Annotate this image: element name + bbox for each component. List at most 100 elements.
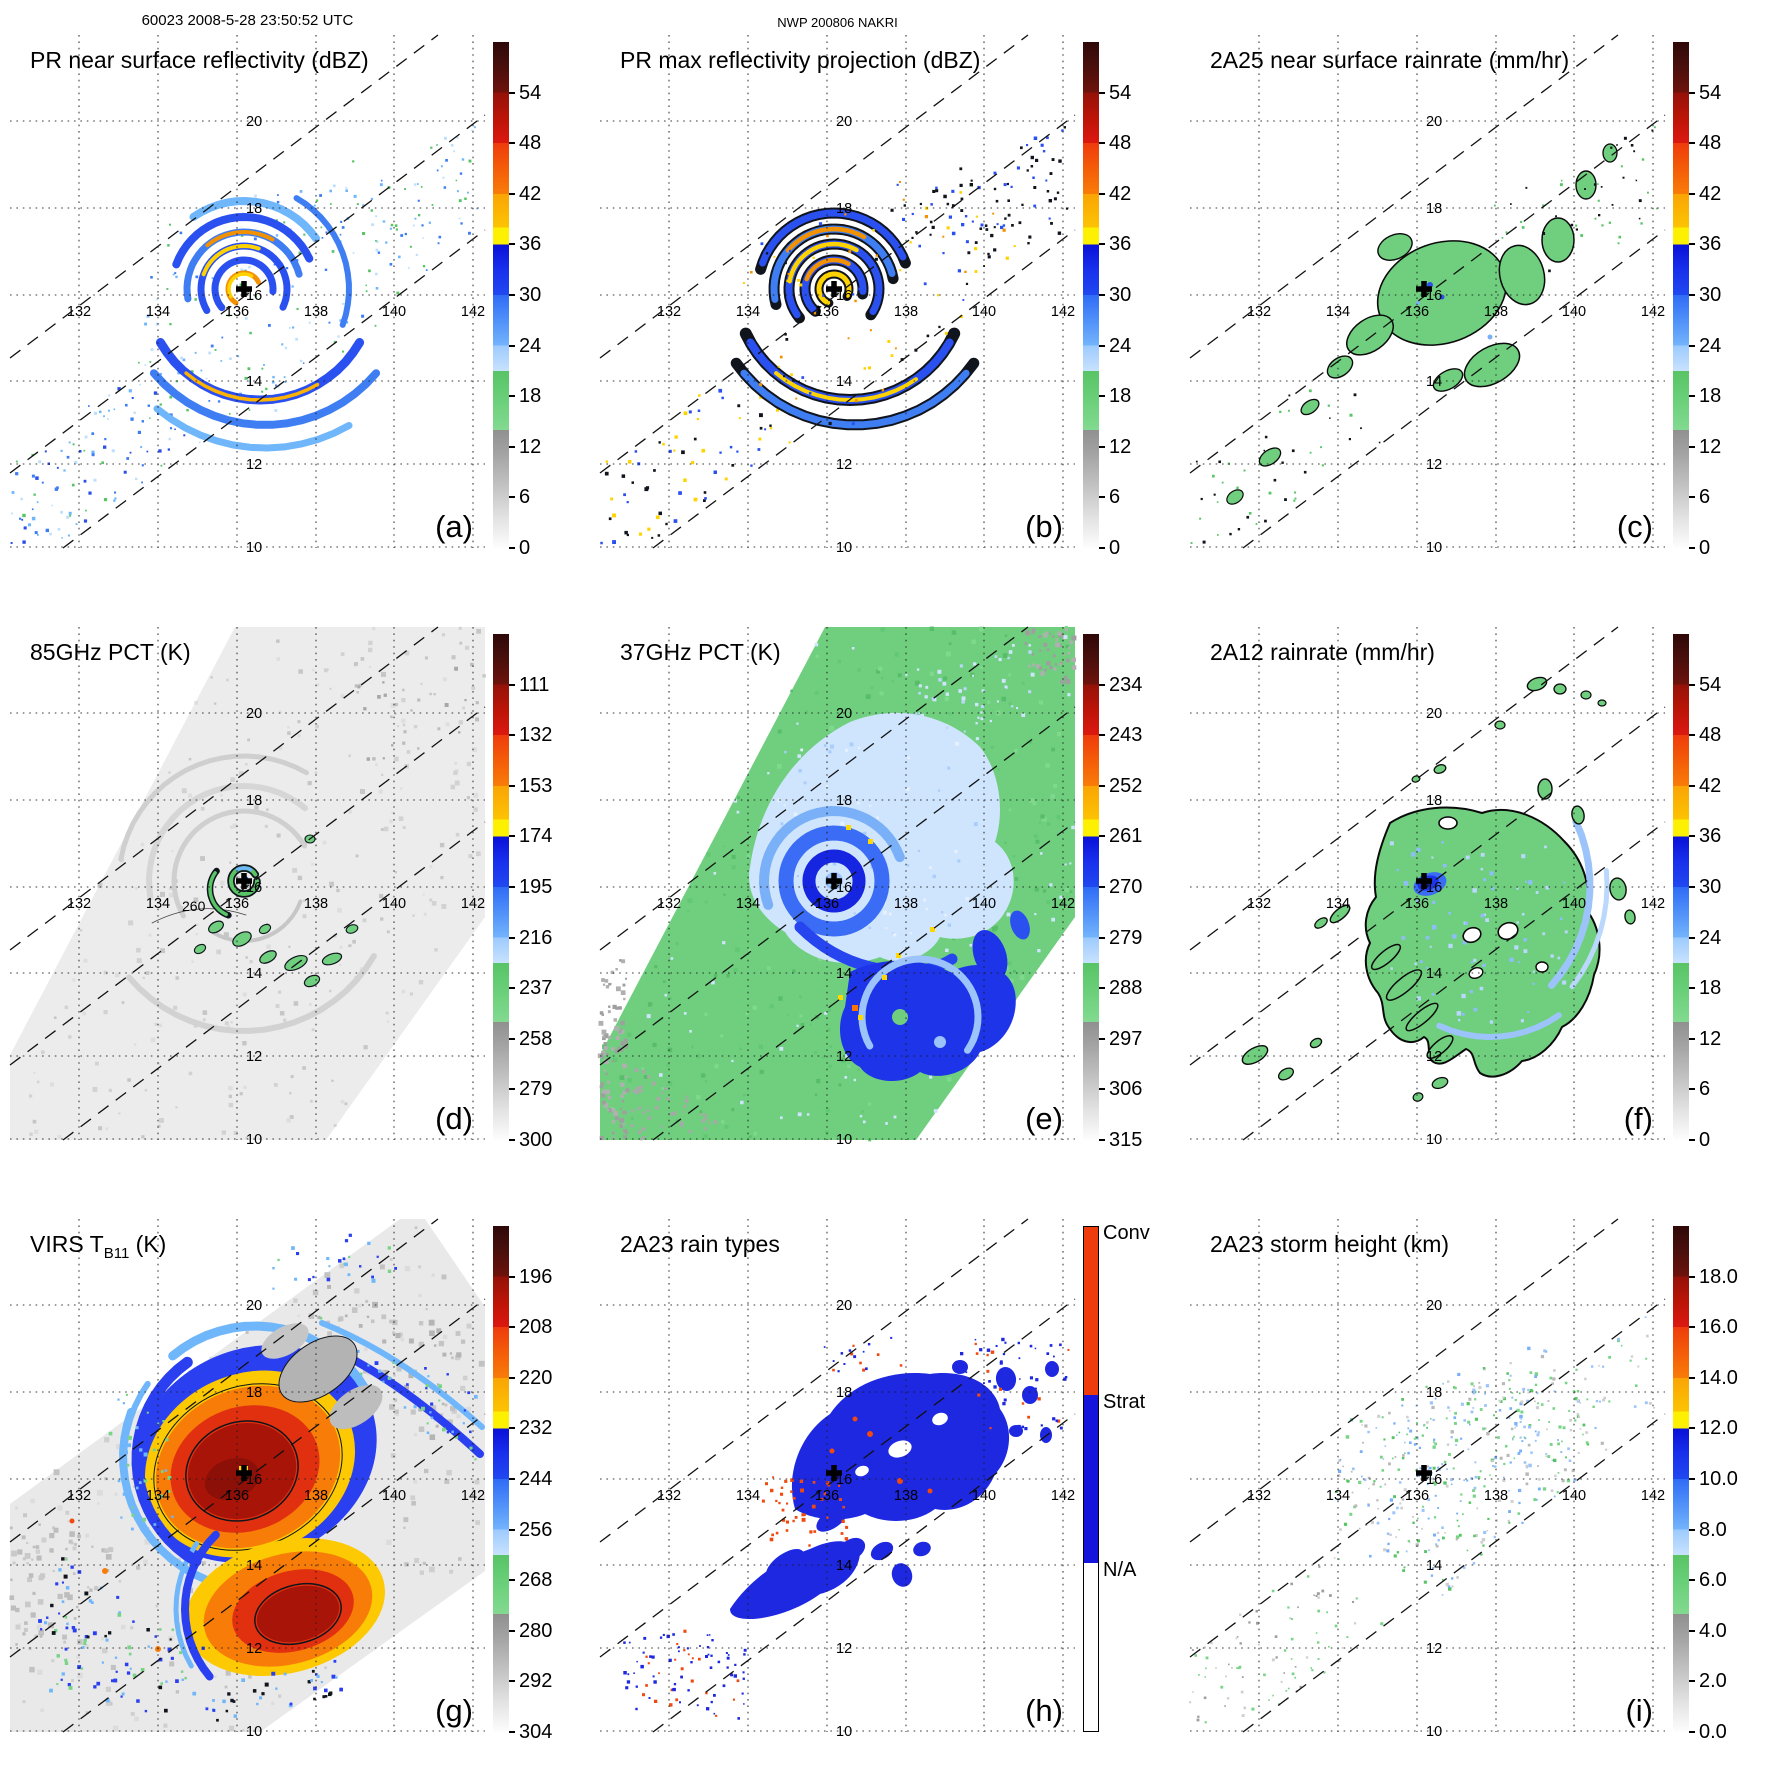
colorbar-tickmark xyxy=(509,987,515,990)
panel-title: PR near surface reflectivity (dBZ) xyxy=(30,47,369,73)
svg-text:142: 142 xyxy=(1641,304,1665,320)
colorbar-tick-label: 0.0 xyxy=(1699,1721,1727,1743)
colorbar-tick-label: 0 xyxy=(519,537,531,559)
colorbar-tick-label: 12 xyxy=(1109,435,1132,458)
colorbar-tickmark xyxy=(509,1376,515,1379)
map-a: 132 134 136 138 140 142 20 18 16 14 12 10 (a) PR near… xyxy=(9,34,486,556)
swath-lines xyxy=(1189,1218,1666,1733)
colorbar-tick-label: 36 xyxy=(519,233,542,256)
panel-letter: (i) xyxy=(1625,1693,1653,1728)
swath-lines xyxy=(599,1218,1076,1733)
map-i: 132 134 136 138 140 142 20 18 16 14 12 10 (i) 2A23 st… xyxy=(1189,1218,1666,1740)
colorbar-tick-label: 252 xyxy=(1109,774,1143,797)
colorbar-tickmark xyxy=(1689,784,1695,787)
colorbar-tickmark xyxy=(1689,243,1695,246)
colorbar-tickmark xyxy=(1689,835,1695,838)
svg-text:12: 12 xyxy=(836,1641,852,1657)
colorbar-gradient-g xyxy=(493,1226,509,1732)
colorbar-tick-label: 18 xyxy=(1699,977,1722,1000)
colorbar-tick-label: 279 xyxy=(519,1078,553,1101)
svg-text:132: 132 xyxy=(657,896,681,912)
colorbar-tickmark xyxy=(1689,1376,1695,1379)
svg-text:140: 140 xyxy=(1562,896,1586,912)
svg-text:132: 132 xyxy=(1247,896,1271,912)
svg-text:18: 18 xyxy=(836,1385,852,1401)
colorbar-tick-label: 6 xyxy=(1699,1078,1711,1101)
svg-text:20: 20 xyxy=(246,114,262,130)
svg-text:10: 10 xyxy=(836,540,852,556)
panel-title: VIRS TB11 (K) xyxy=(30,1231,166,1262)
svg-text:18: 18 xyxy=(836,793,852,809)
svg-text:142: 142 xyxy=(1641,896,1665,912)
svg-text:138: 138 xyxy=(1484,304,1508,320)
colorbar-tick-label: 244 xyxy=(519,1468,553,1490)
svg-text:136: 136 xyxy=(1405,1488,1429,1504)
colorbar-tickmark xyxy=(1689,1326,1695,1329)
svg-text:18: 18 xyxy=(246,201,262,217)
svg-text:132: 132 xyxy=(657,304,681,320)
colorbar-tickmark xyxy=(509,192,515,195)
svg-text:12: 12 xyxy=(836,1049,852,1065)
colorbar-tick-label: 36 xyxy=(1109,233,1132,256)
svg-text:142: 142 xyxy=(461,304,485,320)
panel-c: 132 134 136 138 140 142 20 18 16 14 12 10 (c) 2A25 ne… xyxy=(1189,34,1666,556)
colorbar-tick-label: 36 xyxy=(1699,233,1722,256)
colorbar-tickmark xyxy=(509,294,515,296)
colorbar-tickmark xyxy=(1689,344,1695,347)
svg-text:12: 12 xyxy=(246,1641,262,1657)
colorbar-tickmark xyxy=(509,344,515,347)
colorbar-tick-label: 237 xyxy=(519,977,553,1000)
panel-title: 2A23 rain types xyxy=(620,1231,780,1257)
colorbar-i: 18.0 16.0 14.0 12.0 10.0 8.0 6.0 4.0 2.0 0.0 xyxy=(1673,1226,1753,1746)
colorbar-tickmark xyxy=(509,835,515,838)
svg-text:16: 16 xyxy=(1426,880,1442,896)
colorbar-tick-label: 6.0 xyxy=(1699,1569,1727,1592)
swath-lines xyxy=(1189,626,1666,1141)
grid-labels: 132 134 136 138 140 142 20 18 16 14 12 10 xyxy=(657,1298,1075,1740)
grid-labels: 132 134 136 138 140 142 20 18 16 14 12 10 xyxy=(657,706,1075,1148)
colorbar-tickmark xyxy=(1099,886,1105,888)
svg-text:18: 18 xyxy=(1426,1385,1442,1401)
colorbar-tickmark xyxy=(1099,496,1105,499)
colorbar-tickmark xyxy=(1099,91,1105,94)
svg-text:134: 134 xyxy=(736,896,760,912)
panel-letter: (f) xyxy=(1624,1101,1653,1136)
colorbar-tick-label: 30 xyxy=(519,284,542,306)
svg-text:14: 14 xyxy=(836,1558,852,1574)
svg-text:18: 18 xyxy=(836,201,852,217)
colorbar-tick-label: 2.0 xyxy=(1699,1670,1727,1693)
colorbar-tick-label: 270 xyxy=(1109,876,1143,898)
colorbar-tick-label: 195 xyxy=(519,876,553,898)
colorbar-tickmark xyxy=(1099,243,1105,246)
colorbar-tickmark xyxy=(1689,1037,1695,1040)
colorbar-tick-label: 18.0 xyxy=(1699,1265,1738,1288)
grid-labels: 132 134 136 138 140 142 20 18 16 14 12 10 xyxy=(67,114,485,556)
latlon-grid xyxy=(1190,1219,1665,1732)
colorbar-tickmark xyxy=(509,395,515,398)
storm-center-marker xyxy=(236,1465,252,1481)
colorbar-tickmark xyxy=(1689,294,1695,296)
colorbar-tick-label: 268 xyxy=(519,1569,553,1592)
colorbar-tick-label: 6 xyxy=(519,486,531,509)
colorbar-tick-label: 300 xyxy=(519,1129,553,1151)
storm-center-marker xyxy=(826,281,842,297)
colorbar-tickmark xyxy=(509,1731,515,1733)
colorbar-tick-label: 48 xyxy=(1109,132,1132,155)
colorbar-tickmark xyxy=(509,936,515,939)
svg-text:20: 20 xyxy=(1426,706,1442,722)
panel-letter: (g) xyxy=(435,1693,473,1728)
data-layer xyxy=(600,126,1069,545)
colorbar-d: 111 132 153 174 195 216 237 258 279 300 xyxy=(493,634,573,1154)
colorbar-tick-label: 220 xyxy=(519,1366,553,1389)
colorbar-tickmark xyxy=(1689,192,1695,195)
colorbar-tick-label: 0 xyxy=(1109,537,1121,559)
storm-center-marker xyxy=(1416,873,1432,889)
colorbar-tickmark xyxy=(509,496,515,499)
svg-text:16: 16 xyxy=(246,1472,262,1488)
colorbar-tick-label: 279 xyxy=(1109,926,1143,949)
svg-text:20: 20 xyxy=(836,114,852,130)
colorbar-tick-label: 306 xyxy=(1109,1078,1143,1101)
colorbar-tickmark xyxy=(1689,1731,1695,1733)
colorbar-tickmark xyxy=(1689,987,1695,990)
svg-text:12: 12 xyxy=(836,457,852,473)
